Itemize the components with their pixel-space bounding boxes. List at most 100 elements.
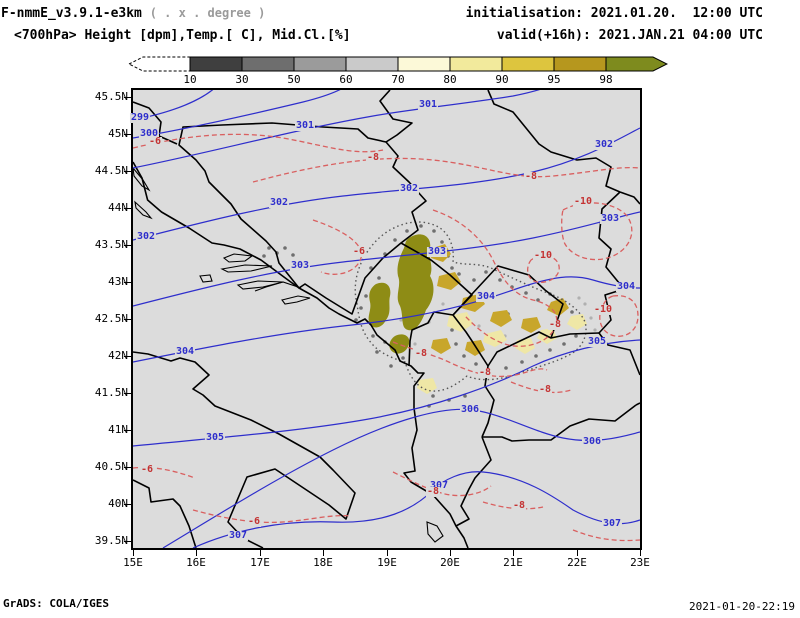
- height-contour-label: 304: [475, 291, 497, 302]
- axis-tick: [124, 134, 131, 135]
- height-contour-label: 302: [593, 139, 615, 150]
- height-contour-label: 302: [398, 183, 420, 194]
- border-croatia-serbia: [379, 90, 413, 143]
- axis-tick: [577, 550, 578, 556]
- border-montenegro-serbia: [400, 242, 473, 316]
- cloud-core: [397, 234, 434, 331]
- lat-axis-label: 45.5N: [94, 90, 128, 103]
- border-montenegro-albania: [408, 311, 454, 367]
- axis-tick: [133, 550, 134, 556]
- axis-tick: [124, 541, 131, 542]
- cloud-speck: [574, 334, 578, 338]
- island-pag: [133, 167, 151, 192]
- lon-axis-label: 18E: [313, 556, 333, 569]
- init-time: initialisation: 2021.01.20. 12:00 UTC: [465, 6, 763, 21]
- height-contour-304: [133, 276, 640, 363]
- border-albania-macedonia: [481, 365, 495, 438]
- lat-axis-label: 44.5N: [94, 164, 128, 177]
- lon-axis-label: 19E: [377, 556, 397, 569]
- cloud-speck: [267, 246, 271, 250]
- cloud-speck: [432, 229, 436, 233]
- cloud-speck: [364, 294, 368, 298]
- height-contour-label: 304: [174, 346, 196, 357]
- axis-tick: [124, 467, 131, 468]
- temp-contour-label: -6: [246, 516, 262, 527]
- header-line-2: <700hPa> Height [dpm],Temp.[ C], Mid.Cl.…: [0, 28, 800, 46]
- cloud-speck: [474, 362, 478, 366]
- colorbar-tick-label: 60: [339, 73, 353, 86]
- cloud-speck: [401, 356, 405, 360]
- cloud-speck: [498, 278, 502, 282]
- italy-adriatic-coast: [133, 351, 356, 548]
- cloud-speck: [291, 253, 295, 257]
- axis-tick: [124, 430, 131, 431]
- lon-axis-label: 23E: [630, 556, 650, 569]
- model-title-wrap: F-nmmE_v3.9.1-e3km ( . x . degree ): [1, 6, 265, 21]
- cloud-speck: [450, 266, 454, 270]
- border-kosovo-west: [452, 314, 489, 367]
- temp-contour-minus8: [392, 471, 492, 497]
- island-dugi-otok: [134, 200, 153, 220]
- lat-axis-label: 40N: [108, 497, 128, 510]
- colorbar-tick-label: 90: [495, 73, 509, 86]
- axis-tick: [124, 319, 131, 320]
- temp-contour-label: -6: [351, 246, 367, 257]
- cloud-speck: [472, 278, 476, 282]
- lon-axis-label: 20E: [440, 556, 460, 569]
- cloud-speck: [419, 224, 423, 228]
- axis-tick: [323, 550, 324, 556]
- colorbar-tick-label: 10: [183, 73, 197, 86]
- axis-tick: [196, 550, 197, 556]
- cloud-speck: [441, 302, 445, 306]
- cloud-speck: [570, 310, 574, 314]
- border-romania-bulgaria: [619, 191, 640, 205]
- height-contour-label: 305: [204, 432, 226, 443]
- colorbar-tick-label: 95: [547, 73, 561, 86]
- temp-contour-minus6: [133, 133, 384, 153]
- italy-west-coast: [133, 479, 197, 548]
- temp-contour-label: -8: [537, 384, 553, 395]
- height-contour-label: 307: [601, 518, 623, 529]
- cloud-speck: [369, 266, 373, 270]
- cloud-speck: [399, 318, 403, 322]
- temp-contour-minus8: [392, 341, 548, 378]
- cloud-speck: [534, 354, 538, 358]
- colorbar-tick-label: 98: [599, 73, 613, 86]
- height-contour-label: 306: [581, 436, 603, 447]
- balkan-coastline: [133, 161, 469, 548]
- temp-contour-minus10: [599, 295, 639, 337]
- lat-axis-label: 41.5N: [94, 386, 128, 399]
- temp-contour-extra: [572, 529, 640, 542]
- cloud-speck: [431, 394, 435, 398]
- axis-tick: [387, 550, 388, 556]
- cloud-speck: [454, 342, 458, 346]
- height-contour-label: 302: [268, 197, 290, 208]
- border-bulgaria-greece: [635, 402, 640, 406]
- cloud-speck: [440, 240, 444, 244]
- border-albania-greece: [455, 436, 492, 527]
- axis-tick: [124, 97, 131, 98]
- cloud-patch: [490, 310, 512, 327]
- contour-label-layer: 299 300 301 301 302 302 302 302 303 303 303 304 304 3…: [129, 90, 640, 548]
- height-contour-label: 305: [586, 336, 608, 347]
- cloud-speck: [393, 238, 397, 242]
- temp-contour-label: -8: [365, 152, 381, 163]
- cloud-core: [368, 282, 391, 328]
- lat-axis-label: 40.5N: [94, 460, 128, 473]
- cloud-patch: [465, 340, 485, 356]
- header-line-1: F-nmmE_v3.9.1-e3km ( . x . degree ) init…: [0, 6, 800, 24]
- lat-axis-label: 42N: [108, 349, 128, 362]
- map-canvas: [133, 90, 640, 548]
- cloud-patch: [417, 378, 437, 394]
- cloud-patch: [567, 314, 587, 330]
- height-contour-label: 307: [227, 530, 249, 541]
- temp-contour-label: -8: [425, 486, 441, 497]
- temp-contour-label: -8: [413, 348, 429, 359]
- height-contour-label: 307: [428, 480, 450, 491]
- temp-contour-minus6: [192, 509, 352, 524]
- lat-axis-label: 45N: [108, 127, 128, 140]
- country-borders: [133, 90, 640, 548]
- temp-contour-minus6: [312, 219, 363, 275]
- temp-contour-minus8: [432, 209, 558, 347]
- cloud-speck: [548, 348, 552, 352]
